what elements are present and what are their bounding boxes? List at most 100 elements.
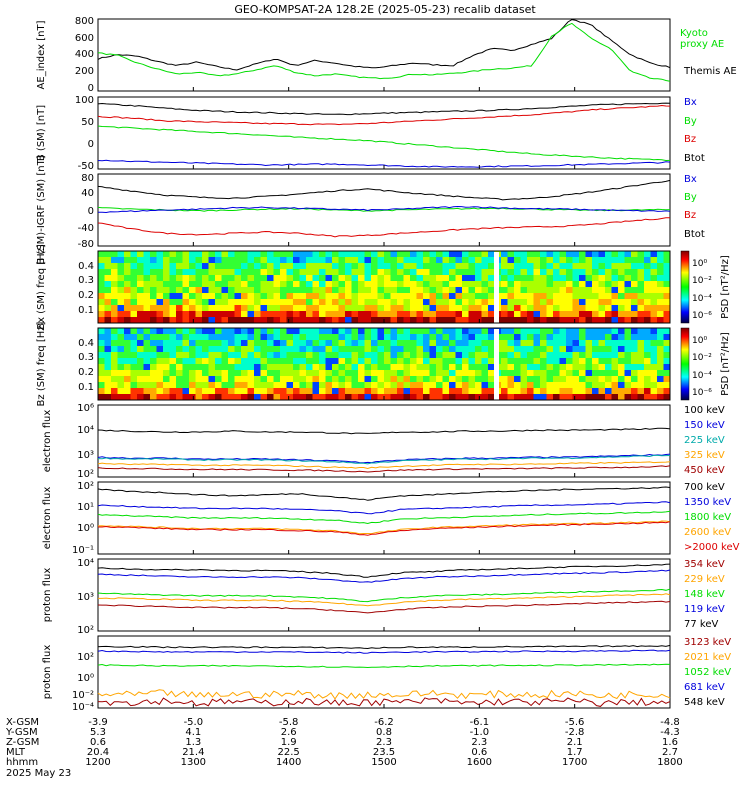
spec-cell: [540, 328, 547, 335]
spec-cell: [247, 394, 255, 401]
spec-cell: [462, 251, 469, 258]
spec-cell: [475, 263, 482, 270]
spec-cell: [273, 293, 281, 300]
bigrf-legend-btot: Btot: [684, 229, 705, 240]
spec-cell: [319, 299, 326, 306]
spec-cell: [585, 382, 593, 389]
spec-cell: [364, 328, 372, 335]
spec-cell: [111, 340, 118, 347]
spec-cell: [501, 299, 508, 306]
spec-cell: [260, 346, 268, 353]
spec-cell: [520, 251, 528, 258]
spec-cell: [429, 340, 437, 347]
spec-cell: [312, 293, 320, 300]
spec-cell: [377, 394, 385, 401]
spec-cell: [384, 352, 391, 359]
spec-cell: [111, 346, 118, 353]
spec-cell: [241, 293, 248, 300]
spec-cell: [624, 287, 632, 294]
spec-cell: [351, 281, 359, 288]
spec-cell: [338, 328, 346, 335]
spec-cell: [364, 257, 372, 264]
spec-cell: [345, 334, 352, 341]
spec-cell: [488, 382, 495, 389]
spec-cell: [176, 299, 183, 306]
spec-cell: [247, 263, 255, 270]
spec-cell: [137, 328, 144, 335]
spec-cell: [468, 370, 476, 377]
spec-cell: [553, 299, 560, 306]
spec-cell: [650, 263, 658, 270]
spec-cell: [312, 263, 320, 270]
spec-cell: [481, 376, 489, 383]
axis-row-value: -2.8: [565, 727, 585, 738]
spec-cell: [462, 346, 469, 353]
spec-cell: [234, 370, 242, 377]
spec-cell: [306, 352, 313, 359]
spec-cell: [176, 370, 183, 377]
spec-cell: [143, 311, 151, 318]
bx-cbar-tick-0: 10⁰: [692, 259, 707, 269]
spec-cell: [520, 328, 528, 335]
spec-cell: [553, 328, 560, 335]
spec-cell: [637, 370, 645, 377]
spec-cell: [156, 251, 164, 258]
axis-row-label: X-GSM: [6, 717, 39, 728]
spec-cell: [449, 263, 456, 270]
prot2-legend-0: 3123 keV: [684, 637, 731, 648]
spec-cell: [124, 364, 131, 371]
spec-cell: [182, 364, 190, 371]
spec-cell: [111, 287, 118, 294]
spec-cell: [527, 257, 534, 264]
spec-cell: [481, 317, 489, 324]
spec-cell: [657, 334, 664, 341]
spec-cell: [436, 346, 443, 353]
spec-cell: [611, 317, 619, 324]
spec-cell: [403, 305, 411, 312]
spec-cell: [624, 317, 632, 324]
spec-cell: [163, 299, 170, 306]
spec-cell: [631, 263, 638, 270]
spec-cell: [455, 376, 463, 383]
spec-cell: [423, 311, 430, 318]
spec-cell: [306, 340, 313, 347]
spec-cell: [182, 370, 190, 377]
spec-cell: [137, 311, 144, 318]
spec-cell: [429, 299, 437, 306]
spec-cell: [605, 370, 612, 377]
spec-cell: [150, 382, 157, 389]
spec-cell: [137, 305, 144, 312]
spec-cell: [169, 251, 177, 258]
spec-cell: [312, 352, 320, 359]
prot1-legend-2: 148 keV: [684, 589, 725, 600]
spec-cell: [631, 346, 638, 353]
spec-cell: [514, 388, 521, 395]
spec-cell: [481, 263, 489, 270]
spec-cell: [598, 269, 606, 276]
axis-row-value: -4.3: [660, 727, 680, 738]
spec-cell: [390, 382, 398, 389]
spec-cell: [163, 305, 170, 312]
spec-cell: [137, 376, 144, 383]
spec-cell: [98, 376, 105, 383]
spec-cell: [618, 370, 625, 377]
spec-cell: [553, 382, 560, 389]
spec-cell: [377, 275, 385, 282]
spec-cell: [488, 251, 495, 258]
spec-cell: [338, 275, 346, 282]
spec-cell: [215, 287, 222, 294]
spec-cell: [299, 299, 307, 306]
spec-cell: [657, 251, 664, 258]
spec-cell: [442, 394, 450, 401]
spec-cell: [611, 257, 619, 264]
spec-cell: [429, 346, 437, 353]
spec-cell: [663, 346, 671, 353]
axis-row-value: -3.9: [88, 717, 108, 728]
spec-cell: [215, 340, 222, 347]
spec-cell: [111, 370, 118, 377]
spec-cell: [345, 251, 352, 258]
spec-cell: [520, 305, 528, 312]
spec-cell: [527, 388, 534, 395]
spec-cell: [644, 388, 651, 395]
spec-cell: [481, 299, 489, 306]
